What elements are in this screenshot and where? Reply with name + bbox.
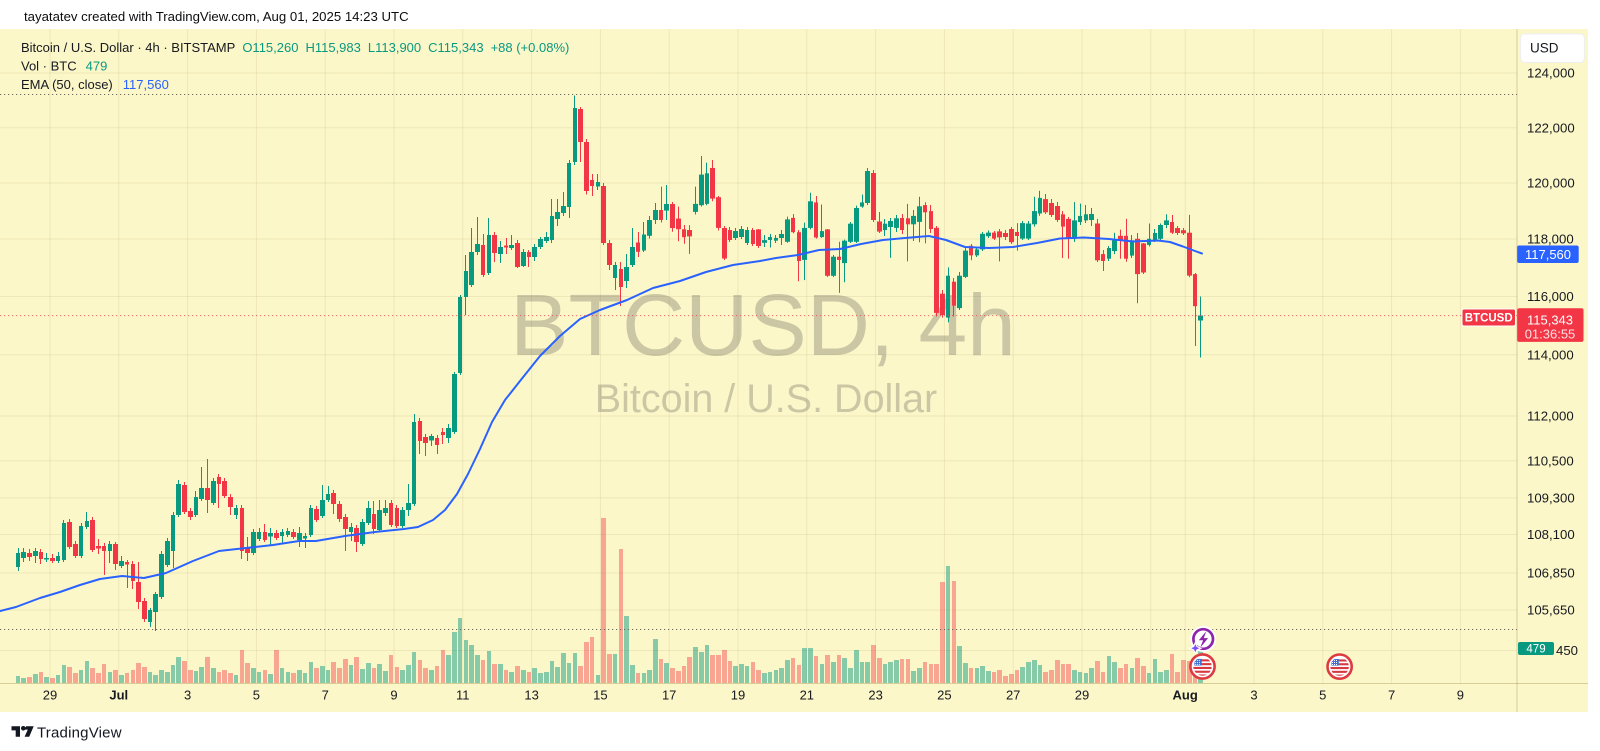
svg-text:13: 13 [524,688,538,703]
svg-text:106,850: 106,850 [1527,566,1575,581]
svg-text:5: 5 [1319,688,1326,703]
svg-text:118,000: 118,000 [1527,232,1574,247]
svg-text:Bitcoin / U.S. Dollar · 4h · B: Bitcoin / U.S. Dollar · 4h · BITSTAMP O11… [21,40,569,55]
svg-text:TradingView: TradingView [37,725,122,742]
svg-text:3: 3 [184,688,191,703]
svg-text:29: 29 [1075,688,1089,703]
svg-text:5: 5 [253,688,260,703]
svg-text:tayatatev created with Trading: tayatatev created with TradingView.com, … [24,9,409,24]
svg-text:109,300: 109,300 [1527,491,1575,506]
svg-text:19: 19 [731,688,745,703]
svg-text:23: 23 [868,688,882,703]
svg-text:450: 450 [1556,643,1578,658]
svg-text:29: 29 [43,688,57,703]
svg-text:110,500: 110,500 [1527,454,1574,469]
svg-text:122,000: 122,000 [1527,121,1575,136]
svg-text:124,000: 124,000 [1527,66,1575,81]
svg-text:108,100: 108,100 [1527,527,1575,542]
svg-text:USD: USD [1530,41,1559,56]
svg-text:01:36:55: 01:36:55 [1525,327,1576,342]
svg-text:116,000: 116,000 [1527,289,1574,304]
svg-text:3: 3 [1250,688,1257,703]
svg-text:25: 25 [937,688,951,703]
svg-text:9: 9 [1457,688,1464,703]
svg-text:120,000: 120,000 [1527,176,1575,191]
svg-text:7: 7 [1388,688,1395,703]
svg-text:27: 27 [1006,688,1020,703]
svg-text:7: 7 [322,688,329,703]
svg-text:17: 17 [662,688,676,703]
svg-text:105,650: 105,650 [1527,603,1575,618]
svg-text:11: 11 [456,688,470,703]
svg-text:114,000: 114,000 [1527,348,1574,363]
svg-text:EMA (50, close)117,560: EMA (50, close) 117,560 [21,77,169,92]
svg-text:BTCUSD: BTCUSD [1465,313,1513,325]
svg-text:117,560: 117,560 [1525,247,1571,262]
svg-text:115,343: 115,343 [1527,312,1573,327]
svg-text:Bitcoin / U.S. Dollar: Bitcoin / U.S. Dollar [595,377,937,421]
svg-text:479: 479 [1526,644,1545,656]
svg-text:9: 9 [390,688,397,703]
svg-text:Jul: Jul [109,688,128,703]
svg-text:15: 15 [593,688,607,703]
svg-text:21: 21 [800,688,814,703]
svg-text:Aug: Aug [1173,688,1198,703]
svg-text:112,000: 112,000 [1527,409,1574,424]
svg-text:BTCUSD, 4h: BTCUSD, 4h [510,276,1016,374]
